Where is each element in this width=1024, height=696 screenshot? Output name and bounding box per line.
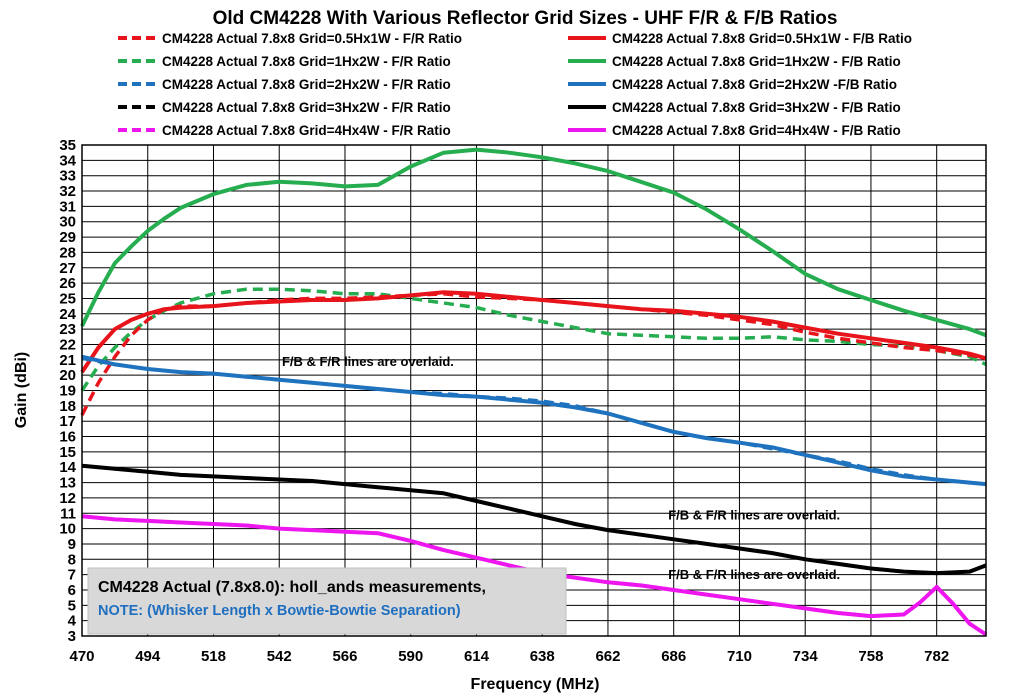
series-line-5 — [81, 356, 987, 486]
x-tick-label: 614 — [464, 648, 490, 665]
legend-label: CM4228 Actual 7.8x8 Grid=2Hx2W -F/B Rati… — [612, 77, 897, 92]
y-tick-label: 19 — [59, 383, 76, 400]
y-tick-label: 11 — [60, 505, 76, 522]
plot-area — [80, 144, 988, 637]
y-tick-label: 30 — [59, 214, 76, 231]
x-tick-label: 590 — [398, 648, 423, 665]
y-tick-label: 5 — [68, 597, 76, 614]
legend-label: CM4228 Actual 7.8x8 Grid=4Hx4W - F/R Rat… — [162, 123, 451, 138]
y-tick-label: 9 — [68, 536, 76, 553]
x-tick-label: 686 — [661, 648, 686, 665]
y-tick-label: 14 — [59, 459, 76, 476]
y-axis-label: Gain (dBi) — [13, 352, 30, 428]
y-tick-label: 32 — [59, 183, 76, 200]
legend: CM4228 Actual 7.8x8 Grid=0.5Hx1W - F/R R… — [118, 31, 912, 138]
y-tick-label: 23 — [59, 321, 76, 338]
y-tick-label: 35 — [59, 137, 76, 154]
y-tick-label: 21 — [59, 352, 76, 369]
y-tick-label: 34 — [59, 152, 76, 169]
y-tick-label: 24 — [59, 306, 76, 323]
legend-label: CM4228 Actual 7.8x8 Grid=3Hx2W - F/R Rat… — [162, 100, 451, 115]
series-line-7 — [81, 463, 987, 575]
y-tick-label: 22 — [59, 336, 76, 353]
y-tick-label: 10 — [59, 521, 76, 538]
y-tick-label: 16 — [59, 429, 76, 446]
y-tick-label: 20 — [59, 367, 76, 384]
legend-label: CM4228 Actual 7.8x8 Grid=4Hx4W - F/B Rat… — [612, 123, 901, 138]
x-tick-label: 470 — [69, 648, 94, 665]
x-tick-label: 662 — [595, 648, 620, 665]
series-line-9 — [81, 514, 987, 636]
x-tick-label: 734 — [793, 648, 819, 665]
legend-label: CM4228 Actual 7.8x8 Grid=1Hx2W - F/R Rat… — [162, 54, 451, 69]
y-tick-label: 13 — [59, 475, 76, 492]
x-tick-label: 494 — [135, 648, 161, 665]
y-tick-label: 29 — [59, 229, 76, 246]
y-tick-label: 3 — [68, 628, 76, 645]
note-line-1: CM4228 Actual (7.8x8.0): holl_ands measu… — [98, 579, 486, 596]
x-tick-label: 542 — [267, 648, 292, 665]
note-box: CM4228 Actual (7.8x8.0): holl_ands measu… — [87, 567, 567, 635]
legend-label: CM4228 Actual 7.8x8 Grid=2Hx2W - F/R Rat… — [162, 77, 451, 92]
annotation-label: F/B & F/R lines are overlaid. — [668, 567, 840, 582]
legend-label: CM4228 Actual 7.8x8 Grid=0.5Hx1W - F/R R… — [162, 31, 462, 46]
series-line-4 — [80, 147, 987, 338]
series-line-2 — [80, 290, 987, 374]
y-tick-label: 31 — [59, 198, 76, 215]
legend-label: CM4228 Actual 7.8x8 Grid=1Hx2W - F/B Rat… — [612, 54, 901, 69]
x-tick-label: 638 — [530, 648, 555, 665]
x-tick-label: 518 — [201, 648, 226, 665]
y-tick-label: 4 — [68, 613, 77, 630]
x-tick-label: 758 — [858, 648, 883, 665]
y-tick-label: 33 — [59, 168, 76, 185]
y-tick-label: 18 — [59, 398, 76, 415]
annotation-label: F/B & F/R lines are overlaid. — [668, 507, 840, 522]
note-line-2: NOTE: (Whisker Length x Bowtie-Bowtie Se… — [98, 603, 461, 619]
y-axis-ticks: 3456789101112131415161718192021222324252… — [59, 137, 76, 645]
series-layer — [80, 147, 988, 637]
legend-label: CM4228 Actual 7.8x8 Grid=3Hx2W - F/B Rat… — [612, 100, 901, 115]
series-line-1 — [80, 292, 987, 416]
plot-frame — [81, 144, 987, 637]
y-tick-label: 15 — [59, 444, 76, 461]
y-tick-label: 26 — [59, 275, 76, 292]
y-tick-label: 28 — [59, 244, 76, 261]
y-tick-label: 6 — [68, 582, 76, 599]
annotation-label: F/B & F/R lines are overlaid. — [282, 354, 454, 369]
y-tick-label: 8 — [68, 551, 76, 568]
y-tick-label: 7 — [68, 567, 76, 584]
x-axis-ticks: 470 494 518 542 566 590 614 638 662 686 710 734 758 7… — [69, 648, 949, 665]
x-axis-label: Frequency (MHz) — [471, 676, 600, 693]
x-tick-label: 782 — [924, 648, 949, 665]
y-tick-label: 25 — [59, 290, 76, 307]
annotations: F/B & F/R lines are overlaid. F/B & F/R l… — [282, 354, 840, 582]
y-tick-label: 12 — [59, 490, 76, 507]
legend-label: CM4228 Actual 7.8x8 Grid=0.5Hx1W - F/B R… — [612, 31, 912, 46]
x-tick-label: 710 — [727, 648, 752, 665]
y-tick-label: 27 — [59, 260, 76, 277]
y-tick-label: 17 — [59, 413, 76, 430]
chart-title: Old CM4228 With Various Reflector Grid S… — [213, 8, 838, 29]
x-tick-label: 566 — [332, 648, 357, 665]
